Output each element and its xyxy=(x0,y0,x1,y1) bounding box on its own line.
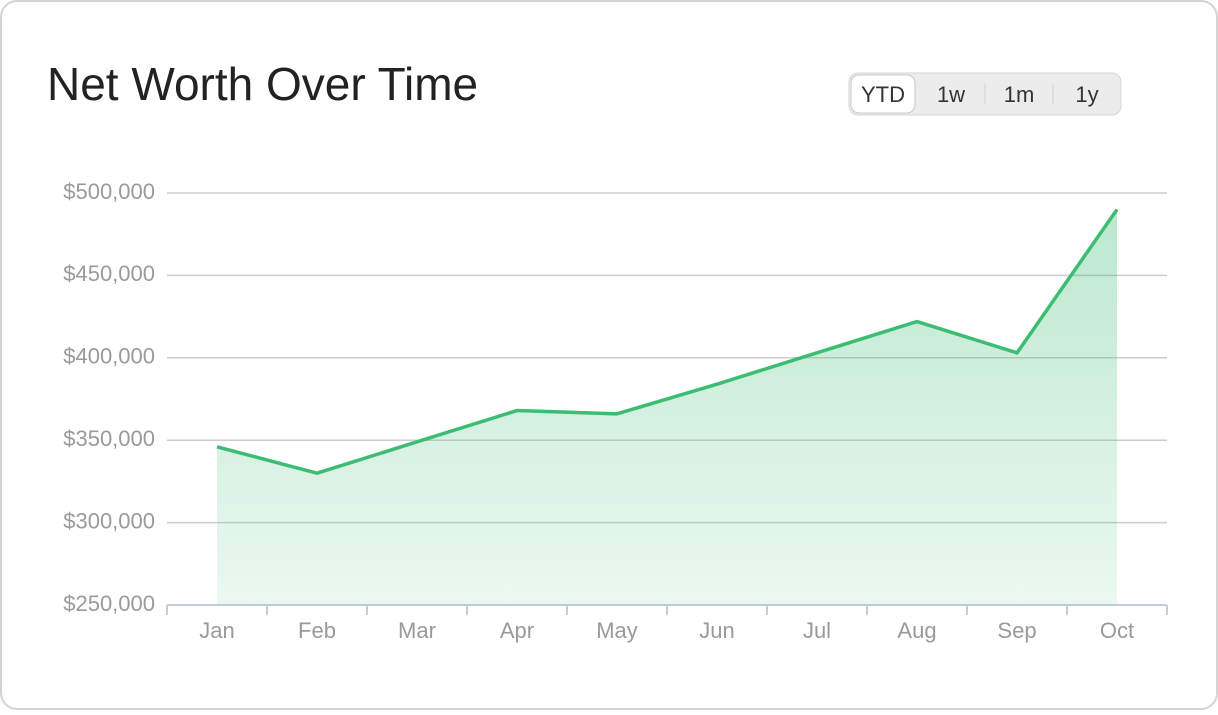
x-tick-label: Feb xyxy=(298,618,336,643)
y-tick-label: $500,000 xyxy=(63,179,155,204)
range-button[interactable]: 1w xyxy=(937,82,965,107)
x-tick-label: Sep xyxy=(997,618,1036,643)
y-tick-label: $400,000 xyxy=(63,344,155,369)
range-button[interactable]: YTD xyxy=(861,82,905,107)
button-selected-bg xyxy=(850,74,916,114)
y-tick-label: $350,000 xyxy=(63,426,155,451)
x-tick-label: May xyxy=(596,618,638,643)
chart-title: Net Worth Over Time xyxy=(47,58,478,110)
range-buttons: YTD 1w 1m 1y xyxy=(848,72,1122,116)
range-button[interactable]: 1m xyxy=(1004,82,1035,107)
y-tick-label: $250,000 xyxy=(63,591,155,616)
x-tick-label: Apr xyxy=(500,618,534,643)
x-tick-label: Jun xyxy=(699,618,734,643)
y-tick-label: $300,000 xyxy=(63,508,155,533)
x-tick-label: Jul xyxy=(803,618,831,643)
x-tick-label: Mar xyxy=(398,618,436,643)
line xyxy=(216,208,1119,475)
range-button[interactable]: 1y xyxy=(1075,82,1098,107)
y-tick-label: $450,000 xyxy=(63,261,155,286)
x-tick-label: Jan xyxy=(199,618,234,643)
area xyxy=(217,209,1117,606)
x-tick-label: Aug xyxy=(897,618,936,643)
x-tick-label: Oct xyxy=(1100,618,1134,643)
